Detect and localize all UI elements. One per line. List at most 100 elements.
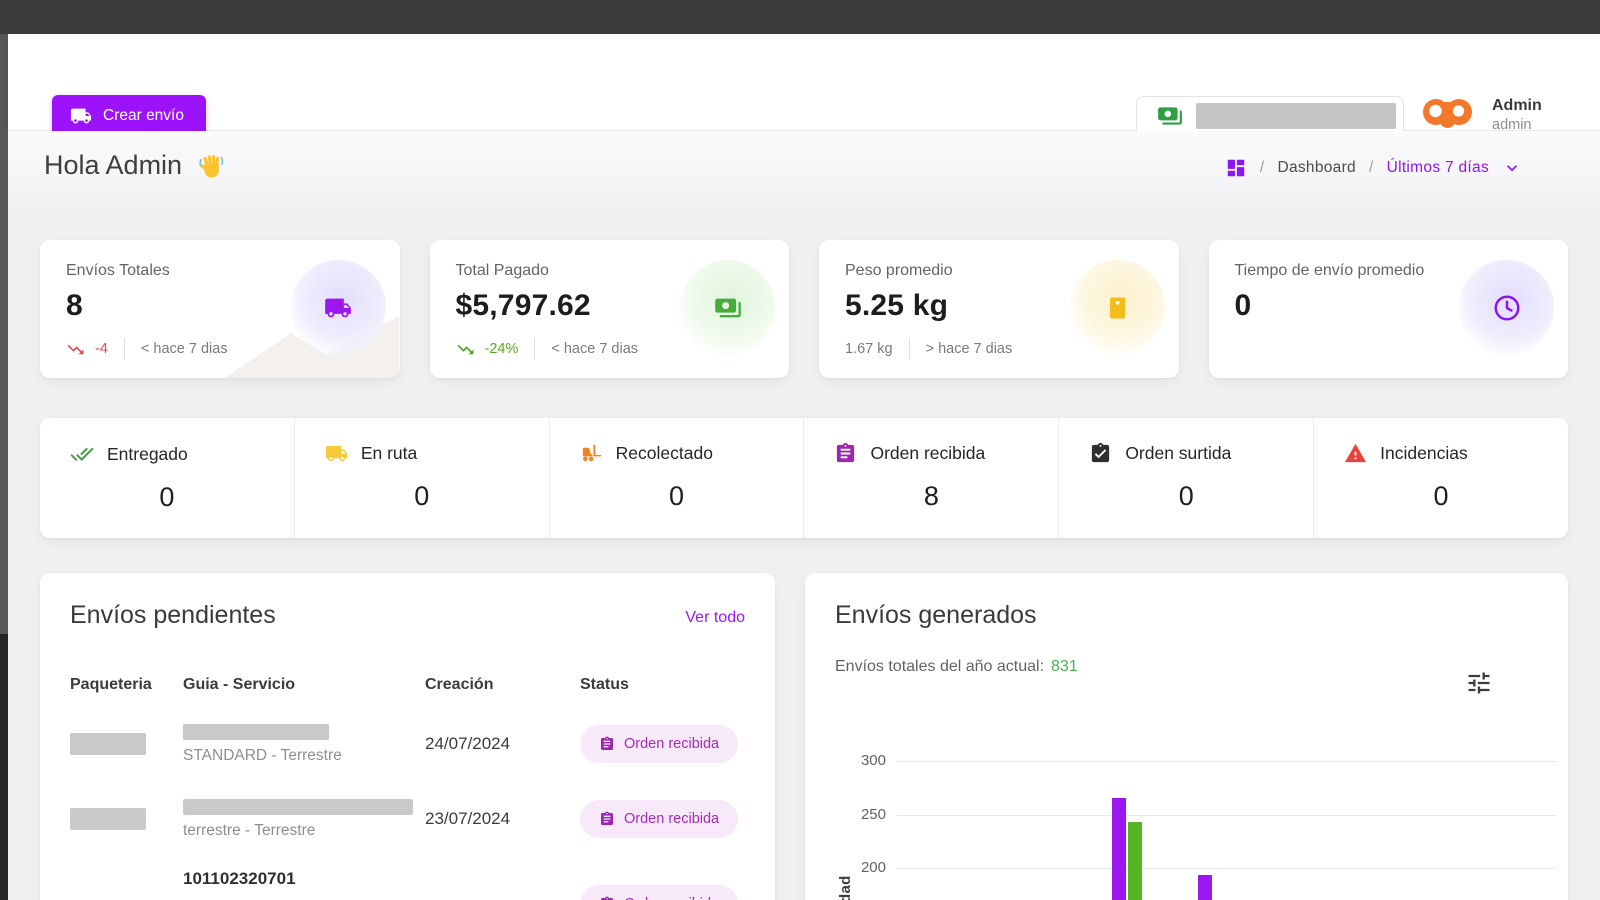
stat-delta: 1.67 kg xyxy=(845,341,893,357)
balance-redacted-value xyxy=(1196,103,1396,129)
status-cell-entregado: Entregado 0 xyxy=(40,418,295,538)
truck-icon xyxy=(70,105,92,127)
window-top-bar xyxy=(0,0,1600,34)
forklift-icon xyxy=(580,442,603,465)
column-header-creacion: Creación xyxy=(425,676,494,693)
stat-period: < hace 7 dias xyxy=(140,341,228,357)
user-name: Admin xyxy=(1492,97,1542,114)
stat-title: Peso promedio xyxy=(845,262,953,279)
creation-date: 24/07/2024 xyxy=(425,734,511,753)
chevron-down-icon[interactable] xyxy=(1502,158,1522,178)
date-range-selector[interactable]: Últimos 7 días xyxy=(1386,159,1489,176)
trending-down-icon xyxy=(456,340,475,359)
breadcrumb-dashboard[interactable]: Dashboard xyxy=(1277,159,1356,176)
status-badge-label: Orden recibida xyxy=(624,896,719,900)
table-row[interactable]: terrestre - Terrestre 23/07/2024 Orden r… xyxy=(70,794,745,844)
chart-gridline xyxy=(897,814,1556,816)
breadcrumb-separator: / xyxy=(1368,159,1374,176)
warning-icon xyxy=(1344,442,1367,465)
clipboard-icon xyxy=(834,442,857,465)
stat-title: Envíos Totales xyxy=(66,262,170,279)
table-row[interactable]: 101102320701 Orden recibida xyxy=(70,869,745,900)
user-info[interactable]: Admin admin xyxy=(1492,96,1542,134)
status-value: 0 xyxy=(159,482,175,512)
view-all-link[interactable]: Ver todo xyxy=(685,609,745,626)
create-shipment-button[interactable]: Crear envío xyxy=(52,95,206,137)
stat-value: $5,797.62 xyxy=(455,289,591,322)
package-icon xyxy=(1103,294,1131,322)
column-header-guia: Guia - Servicio xyxy=(183,676,296,693)
breadcrumb: / Dashboard / Últimos 7 días xyxy=(1225,157,1522,179)
status-label: Recolectado xyxy=(615,443,713,463)
user-role: admin xyxy=(1492,117,1532,133)
stat-cards-row: Envíos Totales 8 -4 < hace 7 dias Total … xyxy=(40,240,1568,378)
status-value: 0 xyxy=(414,481,430,511)
dashboard-grid-icon[interactable] xyxy=(1225,157,1247,179)
status-cell-orden-recibida: Orden recibida 8 xyxy=(804,418,1060,538)
double-check-icon xyxy=(70,442,94,466)
window-left-edge-dark xyxy=(0,634,8,900)
stat-card-peso-promedio: Peso promedio 5.25 kg 1.67 kg > hace 7 d… xyxy=(819,240,1179,378)
payments-icon xyxy=(714,294,742,322)
generated-title: Envíos generados xyxy=(835,601,1037,629)
chart-settings-button[interactable] xyxy=(1465,669,1493,697)
stat-card-total-pagado: Total Pagado $5,797.62 -24% < hace 7 dia… xyxy=(429,240,789,378)
page-title: Hola Admin xyxy=(44,150,226,181)
status-label: Orden surtida xyxy=(1125,443,1232,463)
axis-tick-label: 300 xyxy=(860,752,886,769)
generated-subtitle: Envíos totales del año actual: xyxy=(835,658,1045,675)
window-left-edge xyxy=(0,34,8,634)
status-value: 0 xyxy=(1178,481,1194,511)
trending-down-icon xyxy=(66,340,85,359)
tracking-number-redacted xyxy=(183,723,329,740)
divider xyxy=(534,338,536,360)
table-header: Paqueteria Guia - Servicio Creación Stat… xyxy=(70,676,745,694)
status-badge: Orden recibida xyxy=(580,885,739,900)
stat-title: Total Pagado xyxy=(455,262,549,279)
status-value: 0 xyxy=(669,481,685,511)
carrier-logo-redacted xyxy=(70,733,146,755)
stat-card-tiempo-envio: Tiempo de envío promedio 0 xyxy=(1208,240,1568,378)
status-label: En ruta xyxy=(360,443,418,463)
stat-delta: -4 xyxy=(95,341,108,357)
divider xyxy=(908,338,910,360)
divider xyxy=(123,338,125,360)
clipboard-icon xyxy=(599,896,615,900)
column-header-status: Status xyxy=(580,676,629,693)
stat-value: 5.25 kg xyxy=(845,289,949,322)
status-badge-label: Orden recibida xyxy=(624,736,720,752)
stat-value: 0 xyxy=(1234,289,1252,322)
clock-icon xyxy=(1492,293,1522,323)
stat-period: < hace 7 dias xyxy=(551,341,639,357)
status-cell-recolectado: Recolectado 0 xyxy=(550,418,805,538)
chart-gridline xyxy=(897,868,1556,869)
greeting-text: Hola Admin xyxy=(44,150,183,180)
breadcrumb-separator: / xyxy=(1259,159,1265,176)
brand-logo[interactable] xyxy=(1422,95,1474,140)
tracking-number: 101102320701 xyxy=(183,869,296,888)
chart-gridline xyxy=(897,761,1556,762)
stat-title: Tiempo de envío promedio xyxy=(1234,262,1425,279)
creation-date: 23/07/2024 xyxy=(425,809,511,828)
axis-tick-label: 250 xyxy=(860,805,886,823)
year-total-value: 831 xyxy=(1051,658,1078,675)
carrier-logo-redacted xyxy=(70,808,146,830)
axis-tick-label: 200 xyxy=(860,859,886,876)
status-badge: Orden recibida xyxy=(580,725,739,763)
table-row[interactable]: STANDARD - Terrestre 24/07/2024 Orden re… xyxy=(70,719,745,769)
shipment-status-strip: Entregado 0 En ruta 0 Recolectado 0 xyxy=(40,418,1568,538)
clipboard-icon xyxy=(599,736,615,752)
wave-hand-icon xyxy=(196,151,226,181)
service-label: STANDARD - Terrestre xyxy=(183,746,342,764)
chart-bar xyxy=(1112,798,1126,900)
balance-box[interactable] xyxy=(1136,96,1404,136)
status-cell-incidencias: Incidencias 0 xyxy=(1314,418,1568,538)
create-shipment-label: Crear envío xyxy=(103,107,184,124)
chart-bar xyxy=(1198,875,1212,900)
tune-icon xyxy=(1465,669,1493,697)
column-header-paqueteria: Paqueteria xyxy=(70,676,152,693)
stat-value: 8 xyxy=(66,289,83,322)
stat-delta: -24% xyxy=(484,341,519,357)
clipboard-icon xyxy=(599,811,615,827)
